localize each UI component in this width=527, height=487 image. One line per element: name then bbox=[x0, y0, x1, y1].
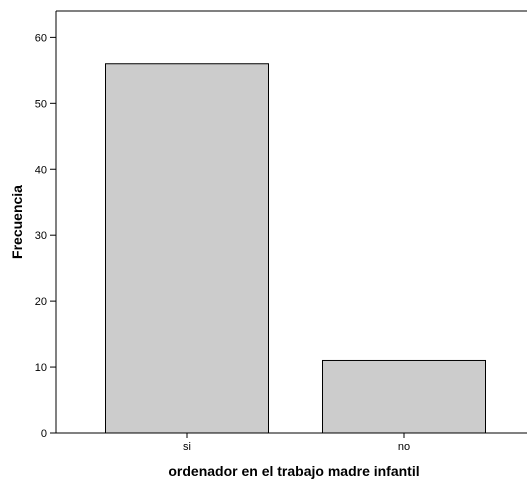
y-tick-label-10: 10 bbox=[35, 362, 47, 374]
y-tick-label-50: 50 bbox=[35, 98, 47, 110]
y-axis-title: Frecuencia bbox=[9, 185, 25, 259]
x-axis-title: ordenador en el trabajo madre infantil bbox=[168, 463, 419, 479]
x-tick-label-no: no bbox=[398, 441, 410, 453]
x-tick-label-si: si bbox=[183, 441, 191, 453]
bar-no bbox=[322, 359, 486, 434]
y-axis: 0 10 20 30 40 50 60 bbox=[35, 32, 56, 440]
bars bbox=[105, 63, 486, 434]
bar-si bbox=[105, 63, 269, 434]
y-tick-label-20: 20 bbox=[35, 296, 47, 308]
y-tick-label-60: 60 bbox=[35, 32, 47, 44]
y-tick-label-40: 40 bbox=[35, 164, 47, 176]
x-axis: si no bbox=[183, 433, 410, 453]
y-tick-label-30: 30 bbox=[35, 230, 47, 242]
y-tick-label-0: 0 bbox=[41, 428, 47, 440]
